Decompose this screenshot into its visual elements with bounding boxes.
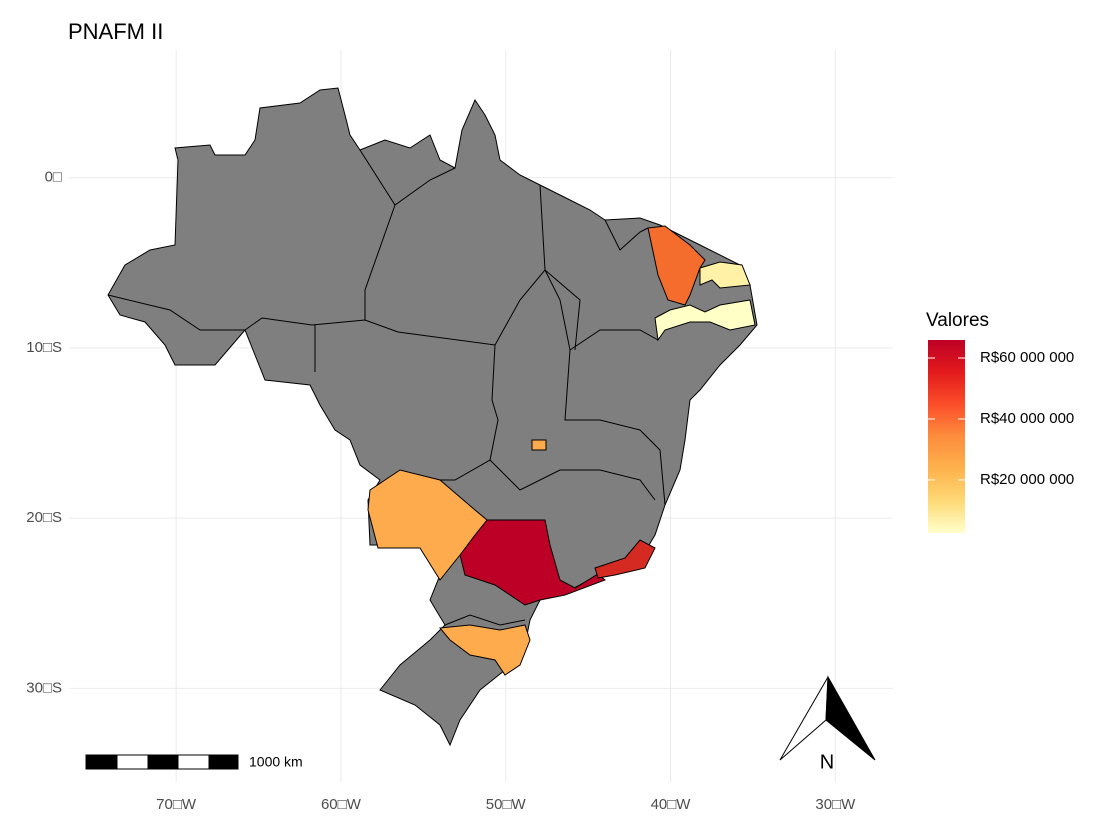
north-arrow	[779, 675, 876, 761]
regions	[367, 225, 756, 676]
legend-tick-label: R$20 000 000	[980, 471, 1074, 488]
x-tick-label: 70□W	[156, 796, 197, 813]
x-tick-label: 40□W	[651, 796, 692, 813]
map-title: PNAFM II	[68, 19, 163, 44]
y-tick-label: 20□S	[26, 509, 62, 526]
legend-tick-label: R$60 000 000	[980, 349, 1074, 366]
region	[531, 439, 547, 451]
country-base	[107, 87, 758, 747]
region	[439, 624, 531, 676]
region	[647, 225, 706, 306]
scale-bar	[85, 754, 239, 770]
region	[699, 261, 751, 289]
y-tick-label: 30□S	[26, 679, 62, 696]
state-borders	[107, 149, 666, 626]
legend-title: Valores	[926, 310, 989, 331]
x-tick-label: 50□W	[486, 796, 527, 813]
legend-tick-label: R$40 000 000	[980, 410, 1074, 427]
region	[654, 299, 756, 342]
x-tick-label: 30□W	[815, 796, 856, 813]
region	[459, 519, 606, 606]
region	[367, 469, 488, 581]
legend-colorbar	[928, 340, 965, 533]
region	[594, 539, 656, 579]
x-tick-label: 60□W	[321, 796, 362, 813]
scale-label: 1000 km	[249, 754, 303, 770]
y-tick-label: 0□	[45, 169, 62, 186]
north-label: N	[820, 751, 834, 773]
y-tick-label: 10□S	[26, 339, 62, 356]
